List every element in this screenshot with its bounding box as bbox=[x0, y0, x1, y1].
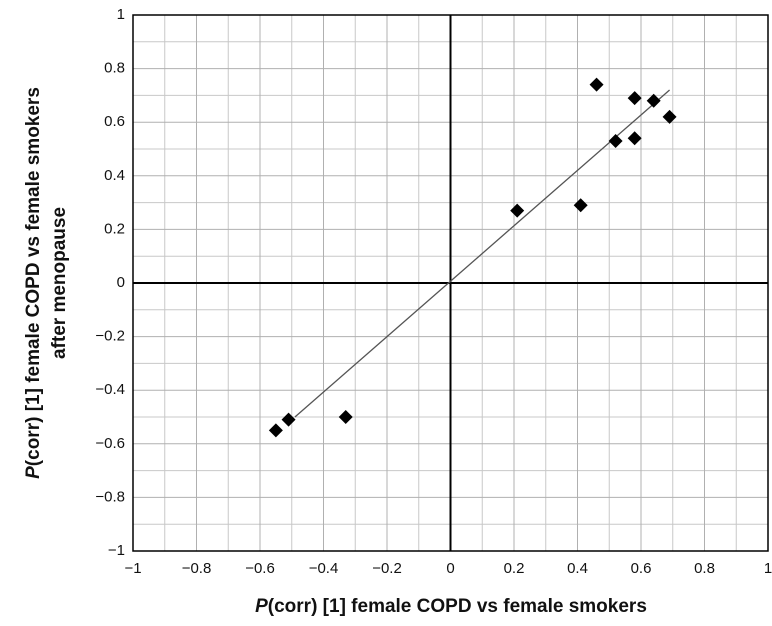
y-tick-label: 0 bbox=[117, 274, 125, 291]
y-tick-label: −0.2 bbox=[95, 328, 125, 345]
x-tick-label: −0.2 bbox=[372, 560, 402, 577]
y-tick-label: 1 bbox=[117, 6, 125, 23]
scatter-point bbox=[573, 198, 588, 213]
y-axis-title: P(corr) [1] female COPD vs female smoker… bbox=[23, 87, 44, 479]
scatter-point bbox=[608, 133, 623, 148]
trend-line bbox=[294, 89, 671, 418]
x-tick-label: 0.4 bbox=[567, 560, 588, 577]
scatter-point bbox=[627, 131, 642, 146]
y-tick-label: 0.6 bbox=[104, 113, 125, 130]
x-tick-label: 0.8 bbox=[694, 560, 715, 577]
scatter-point bbox=[281, 412, 296, 427]
x-tick-label: 0 bbox=[446, 560, 454, 577]
y-tick-label: −1 bbox=[108, 542, 125, 559]
scatter-point bbox=[268, 423, 283, 438]
y-tick-label: 0.4 bbox=[104, 167, 125, 184]
x-tick-label: −0.6 bbox=[245, 560, 275, 577]
scatter-point bbox=[646, 93, 661, 108]
x-tick-label: 0.6 bbox=[631, 560, 652, 577]
x-axis-title: P(corr) [1] female COPD vs female smoker… bbox=[255, 596, 647, 617]
y-tick-label: 0.2 bbox=[104, 220, 125, 237]
scatter-point bbox=[589, 77, 604, 92]
x-tick-label: 1 bbox=[764, 560, 772, 577]
scatter-point bbox=[627, 91, 642, 106]
y-tick-label: −0.4 bbox=[95, 381, 125, 398]
scatter-point bbox=[338, 410, 353, 424]
y-axis-title: after menopause bbox=[49, 207, 70, 359]
scatter-point bbox=[662, 109, 677, 124]
x-tick-label: −1 bbox=[124, 560, 141, 577]
x-tick-label: 0.2 bbox=[504, 560, 525, 577]
y-tick-label: −0.8 bbox=[95, 488, 125, 505]
y-tick-label: −0.6 bbox=[95, 435, 125, 452]
x-tick-label: −0.8 bbox=[182, 560, 212, 577]
y-tick-label: 0.8 bbox=[104, 60, 125, 77]
scatter-point bbox=[510, 203, 525, 218]
x-tick-label: −0.4 bbox=[309, 560, 339, 577]
